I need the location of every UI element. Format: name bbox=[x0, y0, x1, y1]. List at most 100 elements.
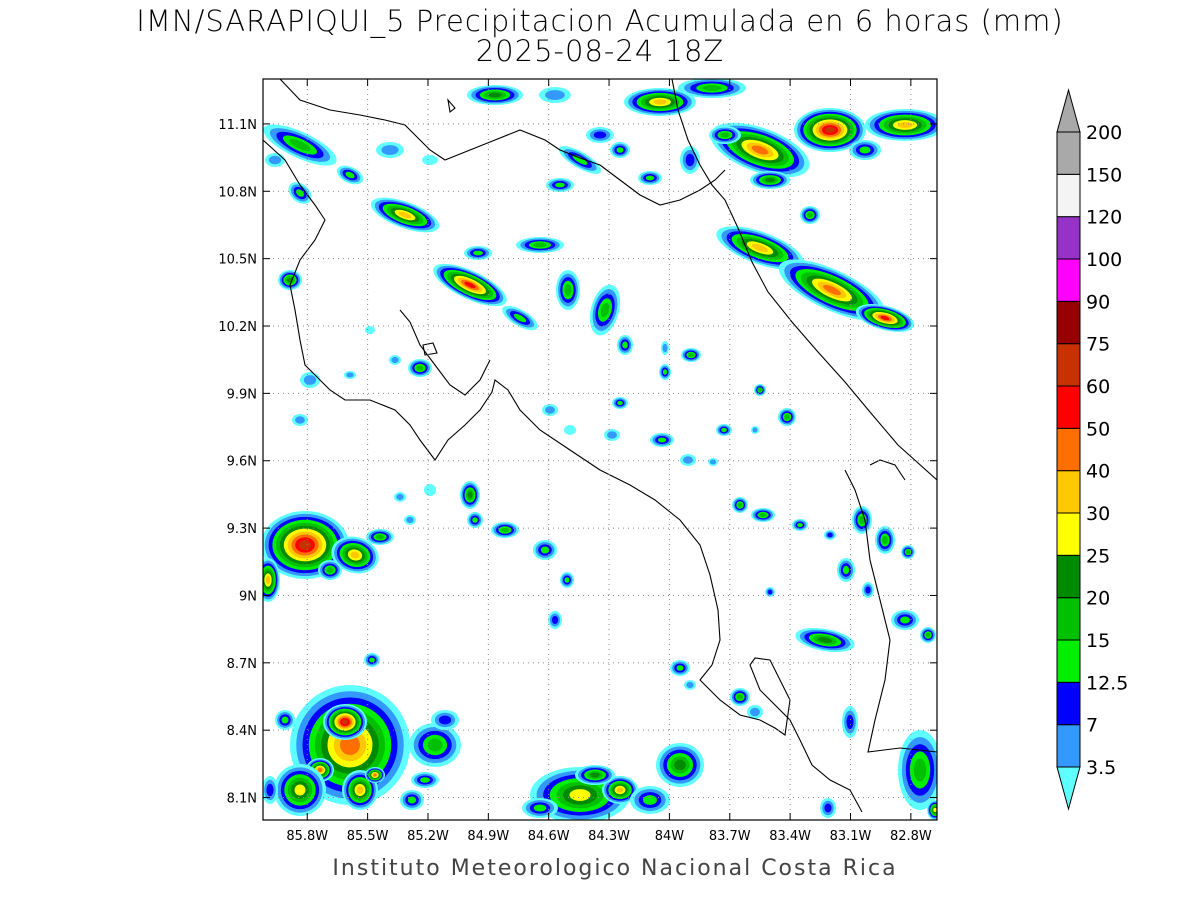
colorbar-label: 20 bbox=[1086, 588, 1110, 610]
lat-tick-label: 8.7N bbox=[227, 657, 257, 672]
rain-cell bbox=[670, 660, 690, 676]
rain-cell bbox=[533, 540, 557, 560]
rain-cell bbox=[394, 492, 406, 502]
rain-cell bbox=[875, 526, 895, 554]
rain-cell bbox=[433, 263, 507, 307]
rain-cell bbox=[318, 560, 342, 580]
rain-cell bbox=[516, 237, 564, 253]
map-title: IMN/SARAPIQUI_5 Precipitacion Acumulada … bbox=[136, 4, 1064, 38]
rain-cell bbox=[366, 529, 394, 545]
rain-cell bbox=[778, 408, 796, 426]
lon-tick-label: 84.6W bbox=[528, 829, 570, 844]
colorbar-swatch bbox=[1056, 343, 1081, 387]
rain-cell bbox=[680, 454, 696, 466]
rain-cell bbox=[556, 270, 580, 310]
rain-cell bbox=[678, 79, 746, 98]
rain-cell bbox=[292, 414, 308, 426]
rain-cell bbox=[800, 206, 820, 224]
rain-cell bbox=[750, 171, 790, 189]
rain-cell bbox=[263, 558, 280, 602]
lon-tick-label: 82.8W bbox=[890, 829, 932, 844]
colorbar-swatch bbox=[1056, 427, 1081, 472]
coastline-borders bbox=[263, 79, 937, 813]
rain-cell bbox=[422, 155, 438, 165]
rain-cell bbox=[589, 284, 621, 336]
rain-cell bbox=[920, 627, 936, 643]
rain-cell bbox=[265, 153, 285, 167]
rain-cell bbox=[491, 522, 519, 538]
institution-credit: Instituto Meteorologico Nacional Costa R… bbox=[332, 856, 898, 881]
rain-cell bbox=[837, 558, 855, 582]
rain-cell bbox=[431, 710, 459, 730]
colorbar-swatch bbox=[1056, 173, 1081, 218]
lat-tick-label: 9.6N bbox=[227, 455, 257, 470]
rain-cell bbox=[376, 142, 404, 158]
rain-cell bbox=[927, 800, 937, 820]
rain-cell bbox=[275, 710, 295, 730]
rain-cell bbox=[617, 335, 633, 355]
rain-cell bbox=[546, 178, 574, 192]
lat-tick-label: 10.5N bbox=[218, 253, 257, 268]
rain-cell bbox=[575, 765, 615, 785]
colorbar-label: 150 bbox=[1086, 164, 1122, 186]
rain-cell bbox=[612, 397, 628, 409]
colorbar-label: 100 bbox=[1086, 249, 1122, 271]
lon-tick-label: 85.5W bbox=[347, 829, 389, 844]
rain-cell bbox=[681, 348, 701, 362]
lat-tick-label: 8.1N bbox=[227, 792, 257, 807]
longitude-axis: 85.8W 85.5W 85.2W 84.9W 84.6W 84.3W 84W 83.7W 83… bbox=[286, 79, 932, 844]
rain-cell bbox=[684, 680, 696, 690]
lat-tick-label: 11.1N bbox=[218, 118, 257, 133]
rain-cell bbox=[680, 146, 700, 174]
rain-cell bbox=[263, 124, 337, 166]
rain-cell bbox=[862, 582, 874, 598]
rain-cell bbox=[389, 355, 401, 365]
lon-tick-label: 84.9W bbox=[467, 829, 509, 844]
rain-cell bbox=[365, 326, 375, 334]
colorbar-legend: 3.5 7 12.5 15 20 25 30 40 50 60 75 90 100 120 150 200 bbox=[1056, 88, 1128, 811]
colorbar-swatch bbox=[1056, 131, 1081, 175]
rain-cell bbox=[331, 536, 379, 574]
colorbar-label: 200 bbox=[1086, 122, 1122, 144]
colorbar-label: 50 bbox=[1086, 418, 1110, 440]
rain-cell bbox=[586, 127, 614, 143]
rain-cell bbox=[792, 519, 808, 531]
colorbar-label: 12.5 bbox=[1086, 672, 1128, 694]
rain-cell bbox=[778, 259, 886, 321]
colorbar-label: 7 bbox=[1086, 715, 1098, 737]
colorbar-label: 120 bbox=[1086, 207, 1122, 229]
rain-cell bbox=[409, 723, 461, 767]
lat-tick-label: 9.9N bbox=[227, 387, 257, 402]
colorbar-swatch bbox=[1056, 258, 1081, 302]
precipitation-field bbox=[263, 79, 937, 820]
rain-cell bbox=[274, 764, 326, 816]
rain-cell bbox=[370, 197, 440, 233]
lon-tick-label: 85.8W bbox=[286, 829, 328, 844]
colorbar-min-arrow bbox=[1056, 766, 1081, 811]
colorbar-max-arrow bbox=[1056, 88, 1081, 133]
colorbar-label: 90 bbox=[1086, 291, 1110, 313]
colorbar-swatch bbox=[1056, 554, 1081, 599]
rain-cell bbox=[891, 610, 919, 630]
lon-tick-label: 83.7W bbox=[709, 829, 751, 844]
rain-cell bbox=[765, 587, 775, 597]
rain-cell bbox=[564, 425, 576, 435]
rain-cell bbox=[558, 146, 602, 174]
rain-cell bbox=[610, 142, 630, 158]
colorbar-label: 3.5 bbox=[1086, 757, 1116, 779]
rain-cell bbox=[659, 364, 671, 380]
rain-cell bbox=[336, 165, 364, 185]
rain-cell bbox=[539, 87, 571, 103]
rain-cell bbox=[901, 545, 915, 559]
colorbar-label: 40 bbox=[1086, 461, 1110, 483]
rain-cell bbox=[464, 246, 492, 260]
rain-cell bbox=[732, 497, 748, 513]
rain-cell bbox=[300, 372, 320, 388]
latitude-axis: 8.1N 8.4N 8.7N 9N 9.3N 9.6N 9.9N 10.2N 10.5N 10.8… bbox=[218, 118, 937, 807]
rain-cell bbox=[730, 688, 750, 706]
rain-cell bbox=[263, 776, 278, 804]
colorbar-label: 75 bbox=[1086, 334, 1110, 356]
rain-cell bbox=[708, 458, 718, 466]
rain-cell bbox=[467, 512, 483, 528]
